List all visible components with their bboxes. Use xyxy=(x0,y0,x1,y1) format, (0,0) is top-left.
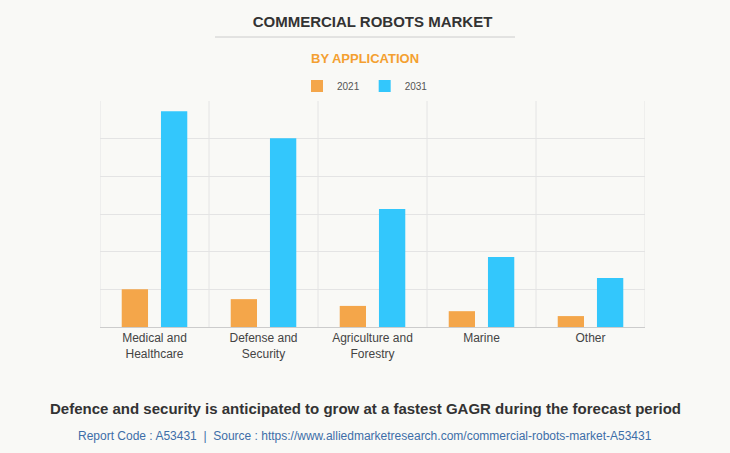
svg-text:COMMERCIAL ROBOTS MARKET: COMMERCIAL ROBOTS MARKET xyxy=(253,13,493,30)
svg-text:Other: Other xyxy=(575,331,605,345)
svg-text:2021: 2021 xyxy=(337,81,360,92)
svg-text:Marine: Marine xyxy=(463,331,500,345)
svg-text:Defence and security is antici: Defence and security is anticipated to g… xyxy=(50,400,681,417)
svg-text:BY APPLICATION: BY APPLICATION xyxy=(311,51,419,66)
svg-text:Agriculture andForestry: Agriculture andForestry xyxy=(332,331,413,361)
svg-text:Medical andHealthcare: Medical andHealthcare xyxy=(122,331,187,361)
svg-text:2031: 2031 xyxy=(405,81,428,92)
svg-text:Defense andSecurity: Defense andSecurity xyxy=(229,331,297,361)
svg-text:Report Code : A53431 | Sourc: Report Code : A53431 | Source : https://… xyxy=(78,429,652,443)
